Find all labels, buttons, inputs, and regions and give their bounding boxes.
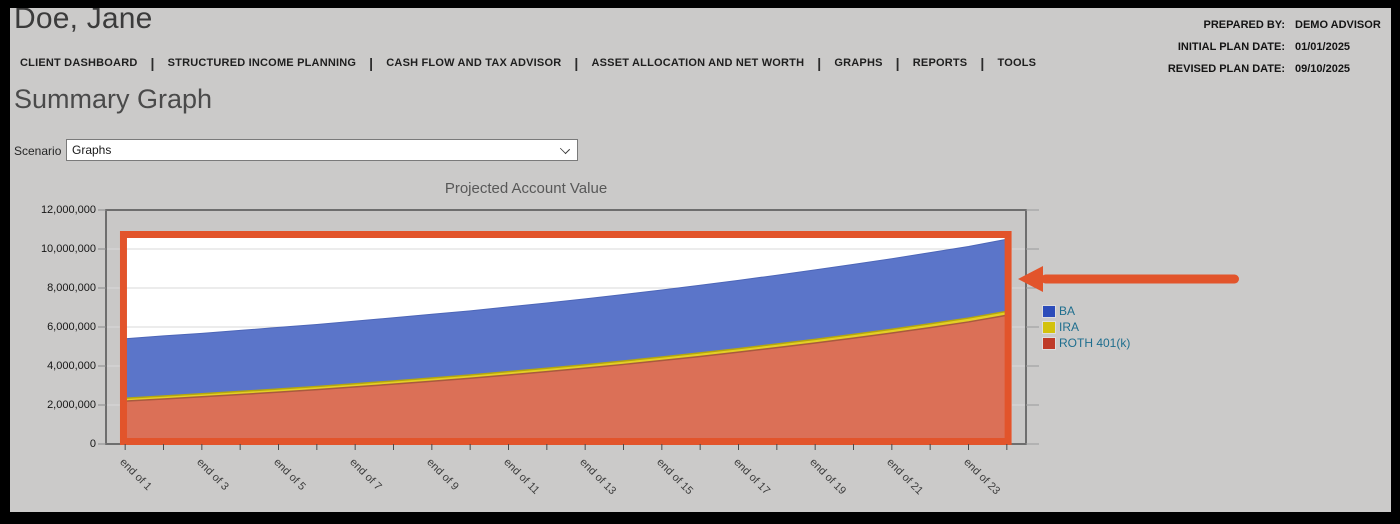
chart-plot-area [98, 209, 1039, 450]
plan-info-value: 09/10/2025 [1295, 63, 1351, 75]
x-axis-label: end of 21 [884, 456, 925, 498]
x-axis-label: end of 11 [500, 456, 542, 497]
x-axis-label: end of 5 [270, 456, 308, 493]
nav-item-cash-flow-and-tax-advisor[interactable]: CASH FLOW AND TAX ADVISOR [386, 57, 562, 69]
nav-separator: | [369, 55, 374, 71]
x-axis-label: end of 7 [347, 456, 384, 493]
nav-item-reports[interactable]: REPORTS [912, 57, 968, 69]
y-axis-label: 12,000,000 [40, 204, 96, 216]
legend-swatch-icon [1042, 304, 1056, 318]
chart-legend: BA IRA ROTH 401(k) [1042, 304, 1130, 350]
y-axis-label: 6,000,000 [47, 321, 96, 333]
nav-item-graphs[interactable]: GRAPHS [834, 57, 883, 69]
nav-separator: | [895, 55, 900, 71]
plan-info-label: INITIAL PLAN DATE: [1177, 41, 1285, 53]
nav-separator: | [817, 55, 822, 71]
legend-swatch-icon [1042, 320, 1056, 334]
arrow-shape [1041, 274, 1239, 284]
y-axis-label: 8,000,000 [47, 282, 96, 294]
scenario-label: Scenario [14, 144, 62, 158]
legend-item: BA [1042, 304, 1130, 318]
x-axis-label: end of 15 [654, 456, 695, 498]
plan-info: PREPARED BY: DEMO ADVISOR INITIAL PLAN DAT… [1168, 14, 1389, 80]
nav-item-asset-allocation-and-net-worth[interactable]: ASSET ALLOCATION AND NET WORTH [591, 57, 805, 69]
legend-label: BA [1059, 303, 1076, 318]
y-axis-label: 2,000,000 [47, 399, 96, 411]
nav-separator: | [574, 55, 579, 71]
chart-title: Projected Account Value [444, 180, 608, 197]
legend-label: IRA [1059, 319, 1080, 334]
x-axis-label: end of 3 [194, 456, 231, 493]
client-name: Doe, Jane [14, 8, 153, 35]
plan-info-label: REVISED PLAN DATE: [1167, 63, 1285, 75]
page-title: Summary Graph [14, 84, 213, 114]
x-axis-label: end of 19 [807, 456, 849, 498]
nav-item-structured-income-planning[interactable]: STRUCTURED INCOME PLANNING [167, 57, 357, 69]
x-axis-label: end of 17 [730, 456, 772, 498]
scenario-dropdown-wrap: Graphs [66, 139, 578, 161]
area-series-roth-401-k- [124, 314, 1008, 445]
nav-separator: | [150, 55, 155, 71]
x-axis-label: end of 13 [577, 456, 619, 498]
legend-item: ROTH 401(k) [1042, 336, 1130, 350]
x-axis-label: end of 9 [424, 456, 461, 493]
nav-separator: | [980, 55, 985, 71]
x-axis-label: end of 1 [117, 456, 154, 493]
y-axis-label: 10,000,000 [40, 243, 96, 255]
x-axis-label: end of 23 [960, 456, 1002, 498]
plan-info-value: DEMO ADVISOR [1295, 19, 1381, 31]
app-window: Doe, Jane PREPARED BY: DEMO ADVISOR INITIA… [10, 8, 1391, 512]
legend-swatch-icon [1042, 336, 1056, 350]
legend-label: ROTH 401(k) [1059, 335, 1131, 350]
annotation-arrow-icon [1018, 266, 1239, 292]
nav-item-client-dashboard[interactable]: CLIENT DASHBOARD [20, 57, 138, 69]
arrow-shape [1018, 266, 1043, 292]
plan-info-value: 01/01/2025 [1295, 41, 1351, 53]
y-axis-label: 0 [89, 438, 96, 450]
legend-item: IRA [1042, 320, 1130, 334]
nav-item-tools[interactable]: TOOLS [997, 57, 1037, 69]
plan-info-label: PREPARED BY: [1203, 19, 1286, 31]
nav: CLIENT DASHBOARD | STRUCTURED INCOME PLANN… [20, 55, 1036, 71]
y-axis-label: 4,000,000 [47, 360, 96, 372]
annotation-highlight-box [119, 231, 1012, 445]
scenario-select[interactable]: Graphs [66, 139, 578, 161]
